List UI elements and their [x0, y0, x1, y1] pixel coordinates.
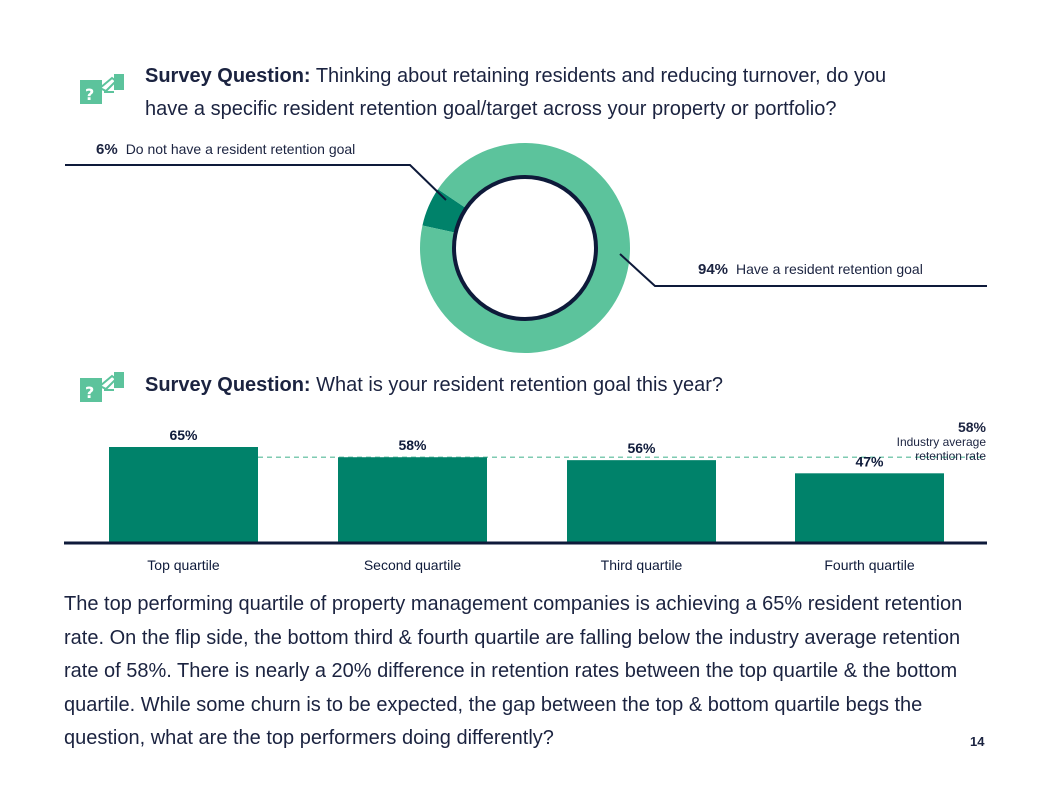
donut-slice-no-goal: [422, 189, 467, 233]
svg-text:?: ?: [85, 383, 94, 402]
industry-average-label: 58% Industry average retention rate: [897, 419, 986, 463]
donut-inner-ring: [452, 175, 598, 321]
donut-label-have-goal: 94% Have a resident retention goal: [698, 261, 923, 278]
bar-value-label-2: 58%: [398, 437, 427, 453]
industry-average-line1: Industry average: [896, 435, 986, 449]
category-label-3: Third quartile: [601, 557, 683, 573]
donut-label-no-goal-text: Do not have a resident retention goal: [125, 141, 356, 157]
industry-average-value: 58%: [957, 419, 986, 435]
question-2-text: What is your resident retention goal thi…: [316, 374, 724, 396]
donut-slice-have-goal: [419, 142, 630, 353]
donut-label-no-goal: 6% Do not have a resident retention goal: [96, 141, 355, 158]
bar-4: [795, 473, 944, 542]
industry-average-line2: retention rate: [915, 449, 986, 463]
body-paragraph: The top performing quartile of property …: [64, 593, 963, 749]
question-2: Survey Question: What is your resident r…: [145, 369, 985, 402]
question-hand-icon: ?: [80, 74, 124, 104]
donut-label-no-goal-pct: 6%: [96, 141, 118, 158]
donut-chart: [65, 142, 987, 353]
question-1-prefix: Survey Question:: [145, 65, 311, 87]
category-label-4: Fourth quartile: [824, 557, 914, 573]
question-1-line1: Thinking about retaining residents and r…: [315, 65, 887, 87]
leader-line-have-goal: [619, 253, 987, 287]
question-1-line2: have a specific resident retention goal/…: [145, 98, 837, 120]
bar-2: [338, 457, 487, 542]
donut-label-have-goal-text: Have a resident retention goal: [736, 261, 923, 277]
category-label-1: Top quartile: [147, 557, 220, 573]
bar-value-label-4: 47%: [855, 453, 884, 469]
question-1: Survey Question: Thinking about retainin…: [145, 60, 985, 126]
category-label-2: Second quartile: [364, 557, 462, 573]
donut-label-have-goal-pct: 94%: [698, 261, 729, 278]
bar-1: [109, 447, 258, 542]
page-number: 14: [970, 734, 985, 749]
question-2-prefix: Survey Question:: [145, 374, 311, 396]
svg-text:?: ?: [85, 85, 94, 104]
leader-line-no-goal: [65, 164, 447, 201]
bar-chart: 65% Top quartile 58% Second quartile 56% Thir…: [64, 427, 987, 573]
bar-value-label-1: 65%: [169, 427, 198, 443]
question-hand-icon: ?: [80, 372, 124, 402]
bar-3: [567, 460, 716, 542]
bar-value-label-3: 56%: [627, 440, 656, 456]
